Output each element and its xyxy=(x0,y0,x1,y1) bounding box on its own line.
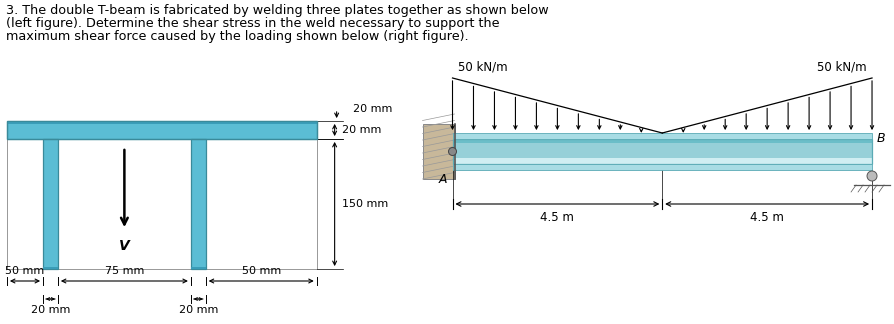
Circle shape xyxy=(867,171,877,181)
Text: 50 mm: 50 mm xyxy=(241,266,281,276)
Text: 20 mm: 20 mm xyxy=(179,305,218,315)
Text: 20 mm: 20 mm xyxy=(353,104,392,114)
Bar xyxy=(452,158,872,164)
Text: A: A xyxy=(439,173,448,186)
Bar xyxy=(7,121,316,124)
Bar xyxy=(43,267,58,269)
Text: V: V xyxy=(119,239,130,253)
Bar xyxy=(7,121,316,139)
Text: (left figure). Determine the shear stress in the weld necessary to support the: (left figure). Determine the shear stres… xyxy=(6,17,500,30)
Text: 3. The double T-beam is fabricated by welding three plates together as shown bel: 3. The double T-beam is fabricated by we… xyxy=(6,4,549,17)
Bar xyxy=(452,143,872,158)
Bar xyxy=(423,124,454,179)
Bar xyxy=(43,139,58,269)
Text: 20 mm: 20 mm xyxy=(342,125,381,135)
Text: B: B xyxy=(877,132,886,145)
Bar xyxy=(452,133,872,139)
Text: 75 mm: 75 mm xyxy=(105,266,144,276)
Text: maximum shear force caused by the loading shown below (right figure).: maximum shear force caused by the loadin… xyxy=(6,30,468,43)
Bar xyxy=(190,139,206,269)
Bar xyxy=(190,267,206,269)
Bar xyxy=(452,139,872,164)
Text: 50 kN/m: 50 kN/m xyxy=(817,61,867,74)
Text: 50 kN/m: 50 kN/m xyxy=(458,61,507,74)
Text: 150 mm: 150 mm xyxy=(342,199,388,209)
Text: 50 mm: 50 mm xyxy=(5,266,45,276)
Text: 4.5 m: 4.5 m xyxy=(750,211,784,224)
Text: 20 mm: 20 mm xyxy=(30,305,70,315)
Bar xyxy=(7,121,316,269)
Bar xyxy=(7,121,316,139)
Bar xyxy=(452,139,872,143)
Bar xyxy=(452,164,872,170)
Circle shape xyxy=(449,147,457,156)
Text: 4.5 m: 4.5 m xyxy=(541,211,574,224)
